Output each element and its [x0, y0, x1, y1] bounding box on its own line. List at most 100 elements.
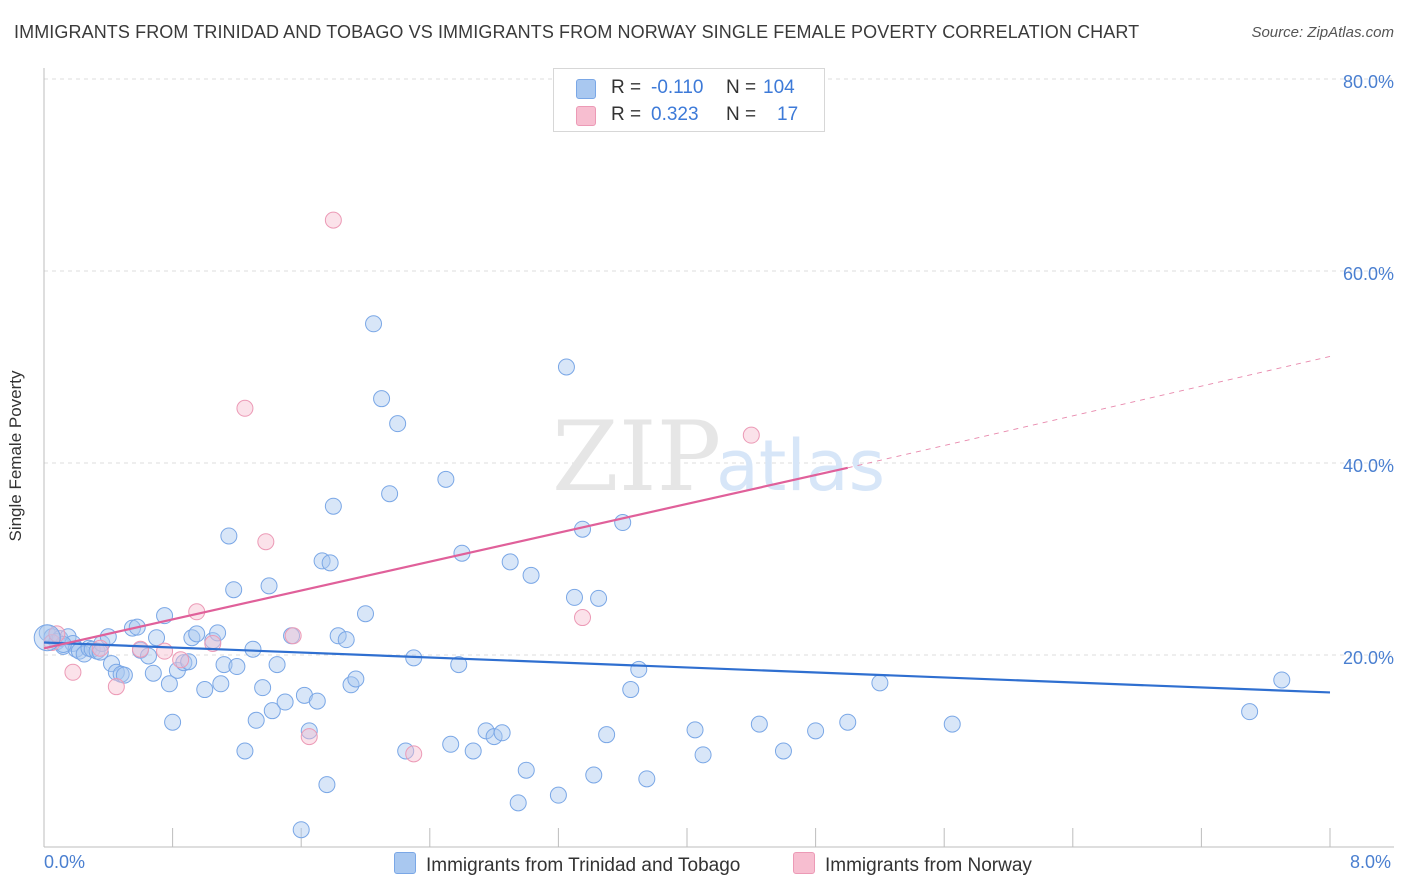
point-trinidad — [437, 470, 455, 488]
point-norway — [405, 745, 423, 763]
trendline-norway — [43, 466, 848, 650]
point-trinidad — [630, 660, 648, 678]
point-trinidad — [160, 675, 178, 693]
point-trinidad — [585, 766, 603, 784]
point-trinidad — [357, 605, 374, 623]
point-norway — [48, 625, 66, 643]
bottom-legend-label-trinidad: Immigrants from Trinidad and Tobago — [426, 855, 741, 876]
y-tick-label: 20.0% — [1343, 648, 1394, 668]
point-trinidad — [365, 315, 383, 333]
legend-n-label: N = — [726, 104, 757, 125]
point-trinidad — [557, 358, 575, 376]
data-points — [33, 211, 1291, 839]
point-trinidad — [464, 742, 482, 760]
legend-swatch-trinidad — [576, 79, 596, 99]
point-trinidad — [750, 715, 768, 733]
point-trinidad — [871, 674, 889, 692]
point-trinidad — [686, 721, 704, 739]
point-trinidad — [254, 679, 272, 697]
point-norway — [300, 728, 318, 746]
trend-lines — [43, 355, 1331, 694]
point-trinidad — [517, 761, 535, 779]
point-trinidad — [638, 770, 656, 788]
point-trinidad — [329, 627, 347, 645]
point-norway — [742, 426, 760, 444]
bottom-legend-trinidad: Immigrants from Trinidad and Tobago — [394, 852, 740, 877]
point-trinidad — [442, 735, 460, 753]
point-trinidad — [212, 675, 230, 693]
point-trinidad — [485, 728, 503, 746]
legend-n-value-norway: 17 — [777, 104, 799, 125]
point-trinidad — [324, 497, 342, 515]
point-trinidad — [839, 713, 857, 731]
trendline-trinidad — [43, 641, 1331, 694]
x-tick-label-max: 8.0% — [1350, 852, 1392, 872]
point-trinidad — [144, 664, 162, 682]
point-trinidad — [1273, 671, 1291, 689]
y-tick-labels: 20.0% 40.0% 60.0% 80.0% — [1343, 72, 1394, 668]
point-trinidad — [220, 527, 238, 545]
point-norway — [204, 634, 222, 652]
point-trinidad — [228, 658, 246, 676]
point-trinidad — [263, 702, 281, 720]
point-trinidad — [694, 746, 712, 764]
point-norway — [156, 642, 174, 660]
source-label: Source: ZipAtlas.com — [1251, 24, 1394, 41]
point-trinidad — [300, 722, 318, 740]
point-trinidad — [244, 640, 262, 658]
bottom-legend-label-norway: Immigrants from Norway — [825, 855, 1032, 876]
point-trinidad — [622, 681, 640, 699]
legend-swatch-norway — [576, 106, 596, 126]
point-norway — [131, 640, 149, 658]
watermark: ZIP atlas — [552, 401, 885, 513]
point-trinidad — [565, 588, 583, 606]
point-trinidad — [318, 776, 336, 794]
y-tick-label: 60.0% — [1343, 264, 1394, 284]
point-trinidad — [225, 581, 243, 599]
point-norway — [107, 678, 125, 696]
legend-r-value-norway: 0.323 — [651, 104, 699, 125]
point-trinidad — [188, 625, 206, 643]
point-trinidad — [522, 566, 540, 584]
point-norway — [284, 627, 302, 645]
chart-title: IMMIGRANTS FROM TRINIDAD AND TOBAGO VS I… — [14, 22, 1140, 42]
point-trinidad — [236, 742, 254, 760]
point-trinidad — [774, 742, 792, 760]
bottom-legend-swatch-trinidad — [394, 852, 416, 874]
point-trinidad — [509, 794, 527, 812]
point-trinidad — [337, 631, 355, 649]
legend-r-label: R = — [611, 77, 642, 98]
point-trinidad — [807, 722, 825, 740]
x-tick-label-min: 0.0% — [44, 852, 86, 872]
legend-r-value-trinidad: -0.110 — [651, 77, 704, 98]
point-trinidad — [450, 656, 468, 674]
point-trinidad-cluster — [33, 624, 61, 652]
point-norway — [257, 533, 275, 551]
point-trinidad — [115, 666, 133, 684]
point-trinidad — [308, 692, 326, 710]
point-trinidad — [549, 786, 567, 804]
y-tick-label: 80.0% — [1343, 72, 1394, 92]
watermark-zip: ZIP — [552, 401, 721, 513]
point-norway — [64, 663, 82, 681]
point-norway — [91, 639, 109, 657]
point-trinidad — [590, 589, 608, 607]
point-norway — [236, 399, 254, 417]
point-trinidad — [321, 554, 339, 572]
point-trinidad — [381, 485, 399, 503]
point-trinidad — [268, 656, 286, 674]
watermark-atlas: atlas — [716, 425, 885, 507]
y-tick-label: 40.0% — [1343, 456, 1394, 476]
point-trinidad — [148, 629, 166, 647]
bottom-legend-swatch-norway — [793, 852, 815, 874]
point-trinidad — [175, 654, 193, 672]
axes — [43, 68, 1394, 848]
point-trinidad — [292, 821, 310, 839]
point-trinidad — [276, 693, 294, 711]
point-trinidad — [260, 577, 278, 595]
point-trinidad — [164, 713, 182, 731]
y-axis-title: Single Female Poverty — [6, 370, 25, 542]
point-trinidad — [598, 726, 616, 744]
grid-lines — [44, 78, 1394, 656]
